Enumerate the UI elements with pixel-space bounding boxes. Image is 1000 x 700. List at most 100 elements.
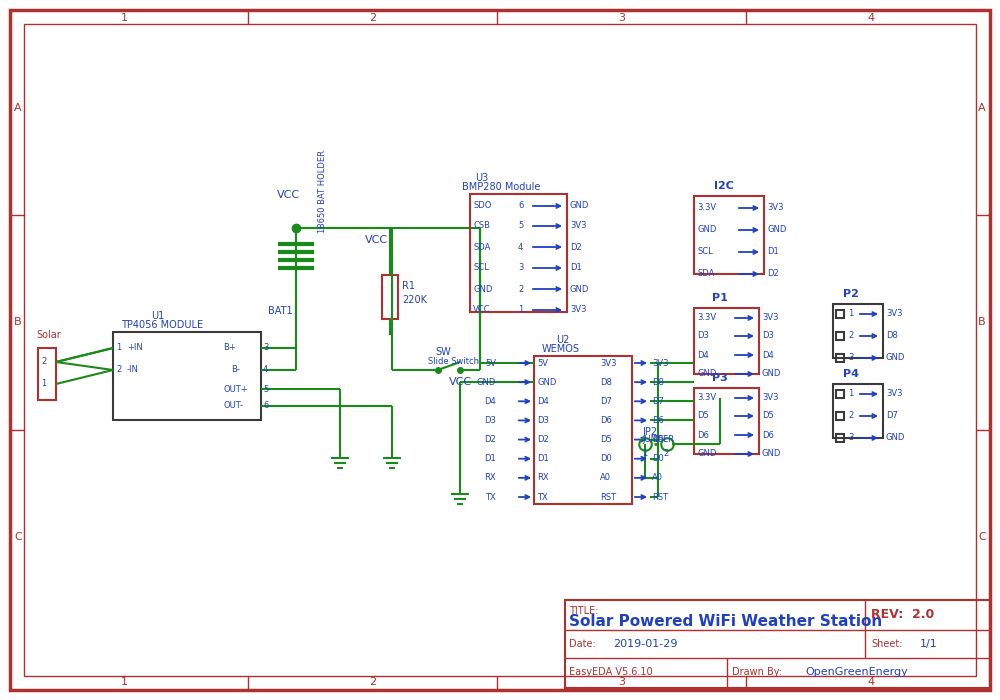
Text: Slide Switch: Slide Switch [428,358,479,367]
Text: D4: D4 [484,397,496,406]
Text: 18650 BAT HOLDER: 18650 BAT HOLDER [318,150,327,233]
Text: BAT1: BAT1 [268,306,293,316]
Text: VCC: VCC [448,377,472,387]
Text: D0: D0 [600,454,612,463]
Text: B: B [978,317,986,327]
Text: Solar: Solar [36,330,61,340]
Text: 3: 3 [848,433,853,442]
Text: 3: 3 [848,354,853,363]
Text: 2: 2 [369,13,377,23]
Text: D3: D3 [537,416,549,425]
Text: CSB: CSB [473,221,490,230]
Text: SCL: SCL [473,263,489,272]
Text: GND: GND [473,284,492,293]
Text: 5V: 5V [537,358,548,368]
Bar [534,356,632,504]
Text: 3V3: 3V3 [570,221,586,230]
Text: 2019-01-29: 2019-01-29 [613,639,678,649]
Text: GND: GND [537,377,556,386]
Text: D1: D1 [484,454,496,463]
Text: 3: 3 [518,263,523,272]
Text: 1: 1 [642,449,647,458]
Text: D4: D4 [537,397,549,406]
Text: 3.3V: 3.3V [697,393,716,402]
Text: 3: 3 [618,677,626,687]
Text: D6: D6 [652,416,664,425]
Text: 3.3V: 3.3V [697,314,716,323]
Text: 2: 2 [848,332,853,340]
Text: GND: GND [570,202,589,211]
Text: RST: RST [600,493,616,501]
Text: D6: D6 [697,430,709,440]
Text: A0: A0 [600,473,611,482]
Text: Solar Powered WiFi Weather Station: Solar Powered WiFi Weather Station [569,615,882,629]
Text: 3V3: 3V3 [886,309,902,318]
Text: P4: P4 [843,369,859,379]
Text: RST: RST [652,493,668,501]
Bar [833,304,883,358]
Text: TP4056 MODULE: TP4056 MODULE [121,320,203,330]
Text: GND: GND [697,225,716,234]
Text: VCC: VCC [364,235,388,245]
Text: SDA: SDA [697,270,714,279]
Text: 2: 2 [848,412,853,421]
Text: VCC: VCC [276,190,300,200]
Text: D8: D8 [652,377,664,386]
Text: D4: D4 [697,351,709,360]
Text: GND: GND [570,284,589,293]
Text: D5: D5 [697,412,709,421]
Text: GND: GND [697,370,716,379]
Text: RX: RX [484,473,496,482]
Text: TITLE:: TITLE: [569,606,598,616]
Text: OUT+: OUT+ [223,384,248,393]
Text: D6: D6 [600,416,612,425]
Text: Drawn By:: Drawn By: [732,667,782,677]
Text: D5: D5 [600,435,612,444]
Text: D8: D8 [600,377,612,386]
Text: RX: RX [537,473,549,482]
Text: OpenGreenEnergy: OpenGreenEnergy [805,667,908,677]
Bar [470,194,567,312]
Text: D4: D4 [762,351,774,360]
Text: D6: D6 [762,430,774,440]
Text: Sheet:: Sheet: [871,639,902,649]
Text: D3: D3 [762,332,774,340]
Bar [694,196,764,274]
Text: TX: TX [485,493,496,501]
Text: D7: D7 [886,412,898,421]
Text: B+: B+ [223,344,236,353]
Text: 4: 4 [263,365,268,375]
Bar [694,388,759,454]
Text: GND: GND [886,433,905,442]
Text: 1: 1 [41,379,46,389]
Text: D1: D1 [570,263,582,272]
Text: VCC: VCC [473,305,490,314]
Text: A: A [978,103,986,113]
Text: P3: P3 [712,373,728,383]
Text: P1: P1 [712,293,728,303]
Text: 5: 5 [518,221,523,230]
Text: 2: 2 [663,449,668,458]
Text: SDO: SDO [473,202,491,211]
Text: 3V3: 3V3 [600,358,616,368]
Text: 3: 3 [263,344,268,353]
Text: 3V3: 3V3 [570,305,586,314]
Text: JP2: JP2 [642,427,657,437]
Bar [694,308,759,374]
Text: D3: D3 [697,332,709,340]
Text: 1: 1 [120,13,128,23]
Text: D7: D7 [652,397,664,406]
Text: JUMPER: JUMPER [642,435,674,444]
Text: OUT-: OUT- [223,402,243,410]
Text: D2: D2 [767,270,779,279]
Text: 2: 2 [116,365,121,375]
Text: 3.3V: 3.3V [697,204,716,213]
Text: 3V3: 3V3 [762,314,778,323]
Bar [382,275,398,319]
Text: C: C [14,532,22,542]
Text: 5V: 5V [485,358,496,368]
Text: GND: GND [477,377,496,386]
Text: D8: D8 [886,332,898,340]
Text: U2: U2 [556,335,569,345]
Text: B: B [14,317,22,327]
